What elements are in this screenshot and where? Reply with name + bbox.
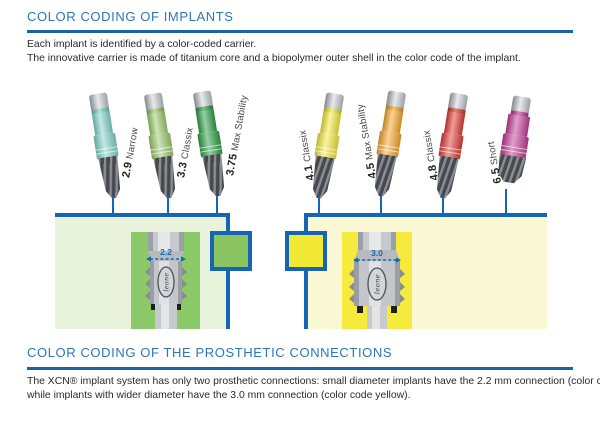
dimension-annotation: 2.2: [146, 247, 186, 262]
implant-carrier-upper: [443, 111, 466, 136]
connector-line: [442, 196, 444, 214]
leone-logo: leone: [374, 274, 382, 294]
implant-name: Max Stability: [229, 94, 251, 152]
connection-panel-yellow: leone 3.0: [306, 213, 547, 329]
implant-figure-6-5: 6.5Short: [486, 95, 532, 188]
section-title-connections: COLOR CODING OF THE PROSTHETIC CONNECTIO…: [27, 345, 393, 360]
leone-logo: leone: [164, 272, 171, 291]
implant-figure-4-8: 4.8Classix: [421, 92, 469, 199]
implant-size: 2.9: [120, 160, 135, 179]
dimension-label: 3.0: [371, 248, 383, 258]
green-color-code-swatch: [210, 231, 252, 271]
implant-figure-3-3: 3.3Classix: [143, 92, 196, 199]
connections-paragraph: The XCN® implant system has only two pro…: [27, 375, 600, 402]
implant-carrier-lower: [148, 132, 174, 160]
intro-paragraph: Each implant is identified by a color-co…: [27, 38, 521, 65]
implant-carrier-lower: [438, 132, 464, 160]
implant-size: 3.3: [175, 160, 190, 179]
connection-3-0-illustration: leone 3.0: [349, 232, 405, 329]
implant-carrier-upper: [146, 111, 169, 136]
intro-line-1: Each implant is identified by a color-co…: [27, 39, 257, 50]
title-rule: [27, 367, 573, 370]
connection-panel-green: leone 2.2: [55, 213, 230, 329]
connection-2-2-illustration: leone 2.2: [145, 232, 187, 329]
implant-carrier-lower: [376, 130, 402, 158]
implant-figure-3-75: 3.75Max Stability: [192, 90, 250, 197]
implant-name: Max Stability: [355, 103, 376, 161]
connector-line: [318, 196, 320, 214]
connector-line: [112, 196, 114, 214]
dimension-label: 2.2: [160, 247, 172, 257]
implant-carrier-upper: [381, 109, 404, 134]
implant-carrier-lower: [314, 132, 340, 160]
implant-name: Narrow: [124, 126, 141, 161]
implant-size: 3.75: [224, 152, 240, 177]
panel-border-line-yellow: [304, 213, 308, 329]
connector-line: [505, 189, 507, 214]
connections-line-1: The XCN® implant system has only two pro…: [27, 376, 600, 387]
implant-size: 6.5: [489, 166, 505, 185]
section-title-implants: COLOR CODING OF IMPLANTS: [27, 9, 234, 24]
connector-line: [216, 196, 218, 214]
implant-carrier-upper: [319, 111, 342, 136]
connections-line-2: while implants with wider diameter have …: [27, 389, 411, 401]
implant-figure-2-9: 2.9Narrow: [88, 92, 141, 199]
implant-carrier-upper: [195, 109, 218, 134]
connection-strip-green: leone 2.2: [131, 232, 200, 329]
implant-carrier-lower: [197, 130, 223, 158]
implant-size: 4.5: [364, 161, 380, 180]
dimension-annotation: 3.0: [353, 248, 401, 263]
implant-name: Short: [485, 140, 501, 166]
title-rule: [27, 30, 573, 33]
connector-line: [167, 196, 169, 214]
implant-size: 4.8: [426, 163, 442, 182]
panel-border-line-green: [226, 213, 230, 329]
intro-line-2: The innovative carrier is made of titani…: [27, 52, 521, 64]
implant-figure-4-5: 4.5Max Stability: [355, 90, 407, 197]
implant-size: 4.1: [302, 163, 318, 182]
connector-line: [380, 196, 382, 214]
yellow-color-code-swatch: [285, 231, 327, 271]
implant-carrier-lower: [93, 132, 119, 160]
implant-carrier-upper: [91, 111, 114, 136]
implant-figure-4-1: 4.1Classix: [297, 92, 345, 199]
connection-strip-yellow: leone 3.0: [342, 232, 412, 329]
